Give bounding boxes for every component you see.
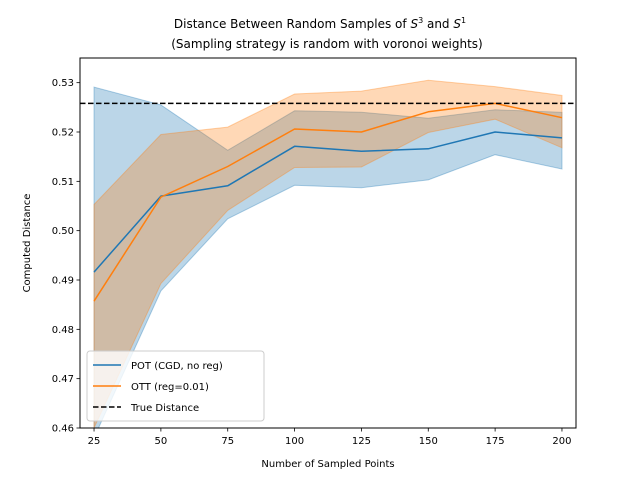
y-tick-label: 0.52 (52, 128, 74, 139)
x-tick-label: 100 (285, 436, 304, 447)
y-tick-label: 0.50 (52, 226, 74, 237)
series-line-pot (93, 131, 563, 273)
x-tick-label: 25 (88, 436, 101, 447)
chart-title-line1: Distance Between Random Samples of S3 an… (174, 16, 466, 31)
confidence-band-pot (93, 86, 563, 428)
x-axis-label: Number of Sampled Points (261, 459, 394, 470)
confidence-bands (93, 79, 563, 428)
series-lines (93, 102, 563, 302)
legend-label-true-distance: True Distance (130, 403, 199, 414)
y-axis-ticks: 0.46 0.47 0.48 0.49 0.50 0.51 0.52 0.53 (52, 78, 80, 435)
x-axis-ticks: 25 50 75 100 125 150 175 200 (88, 428, 572, 447)
legend-label-ott: OTT (reg=0.01) (131, 382, 209, 393)
confidence-band-ott (93, 79, 563, 428)
series-line-ott (93, 102, 563, 302)
legend-label-pot: POT (CGD, no reg) (131, 361, 223, 372)
chart-title-line2: (Sampling strategy is random with vorono… (171, 37, 483, 51)
x-tick-label: 200 (552, 436, 571, 447)
x-tick-label: 125 (352, 436, 371, 447)
x-tick-label: 75 (221, 436, 234, 447)
legend: POT (CGD, no reg) OTT (reg=0.01) True Di… (86, 350, 265, 422)
y-tick-label: 0.48 (52, 325, 74, 336)
y-tick-label: 0.47 (52, 374, 74, 385)
axes-frame (79, 57, 577, 429)
x-tick-label: 50 (155, 436, 168, 447)
x-tick-label: 150 (419, 436, 438, 447)
y-tick-label: 0.51 (52, 177, 74, 188)
y-tick-label: 0.49 (52, 276, 74, 287)
y-tick-label: 0.46 (52, 424, 74, 435)
y-axis-label: Computed Distance (22, 194, 33, 293)
legend-box (86, 350, 265, 422)
y-tick-label: 0.53 (52, 78, 74, 89)
plot-area (80, 79, 576, 428)
x-tick-label: 175 (486, 436, 505, 447)
